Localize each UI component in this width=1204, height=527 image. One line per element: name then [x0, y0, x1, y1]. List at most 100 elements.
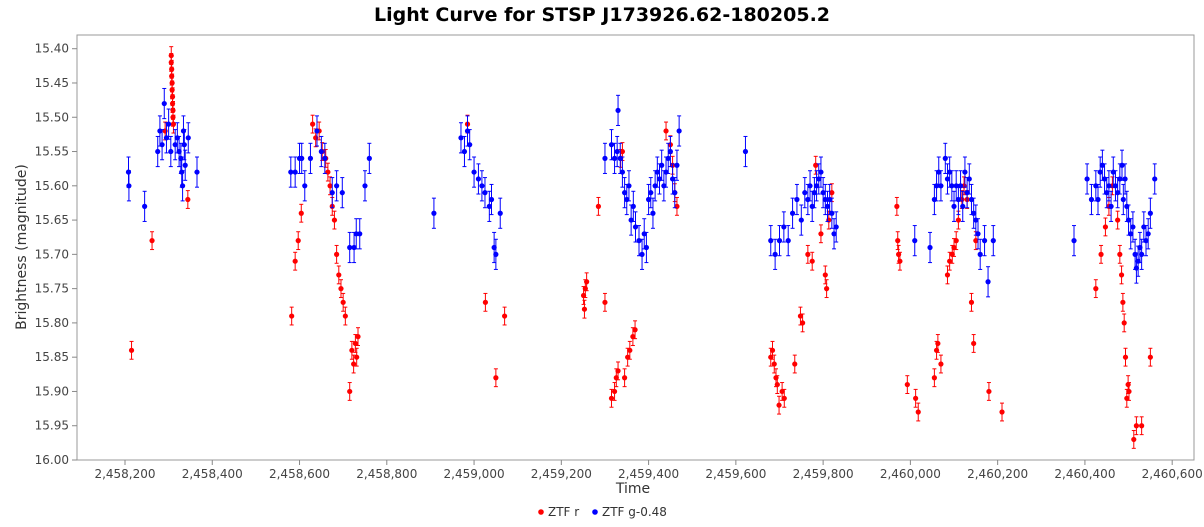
x-tick-label: 2,460,000: [880, 467, 941, 481]
data-marker: [632, 327, 638, 333]
data-point: [639, 238, 645, 270]
data-marker: [942, 155, 948, 161]
data-point: [172, 129, 178, 161]
data-point: [650, 197, 656, 229]
data-point: [645, 183, 652, 216]
data-marker: [357, 231, 363, 237]
data-point: [824, 279, 830, 299]
x-tick-label: 2,459,800: [793, 467, 854, 481]
legend-item-ztf-g[interactable]: ZTF g-0.48: [592, 505, 667, 519]
chart-title: Light Curve for STSP J173926.62-180205.2: [374, 4, 830, 26]
data-point: [1112, 170, 1119, 202]
data-marker: [347, 244, 353, 251]
data-point: [314, 115, 320, 147]
data-marker: [1093, 286, 1099, 292]
data-point: [951, 190, 957, 222]
data-marker: [630, 334, 636, 340]
data-marker: [1133, 423, 1140, 429]
data-point: [938, 170, 944, 202]
data-marker: [794, 196, 800, 203]
legend-item-ztf-r[interactable]: ZTF r: [538, 505, 579, 519]
data-point: [1121, 313, 1127, 333]
y-tick-label: 16.00: [35, 453, 69, 467]
data-marker: [774, 381, 780, 388]
data-marker: [949, 183, 955, 189]
data-point: [338, 279, 344, 299]
data-point: [1093, 279, 1099, 299]
data-marker: [776, 238, 783, 244]
data-marker: [1098, 251, 1104, 257]
data-marker: [829, 190, 835, 196]
data-point: [626, 170, 632, 202]
data-marker: [339, 190, 345, 196]
data-point: [584, 272, 590, 292]
data-marker: [776, 402, 782, 408]
data-point: [971, 334, 977, 353]
data-point: [318, 135, 324, 168]
data-point: [347, 382, 353, 401]
x-tick-label: 2,459,000: [444, 467, 505, 481]
legend[interactable]: ZTF r ZTF g-0.48: [538, 505, 667, 519]
data-marker: [608, 395, 615, 401]
data-marker: [493, 251, 499, 257]
data-marker: [126, 183, 132, 189]
data-marker: [327, 183, 333, 189]
data-point: [1147, 197, 1153, 229]
series-ztf-g: [125, 87, 1158, 298]
data-point: [897, 251, 903, 271]
data-point: [831, 218, 837, 250]
data-point: [292, 251, 298, 271]
data-marker: [781, 395, 787, 401]
data-point: [181, 129, 187, 161]
data-point: [1098, 244, 1104, 264]
y-tick-label: 15.85: [35, 350, 69, 364]
data-marker: [482, 299, 489, 305]
data-marker: [502, 313, 508, 319]
data-marker: [807, 183, 813, 189]
data-point: [674, 196, 680, 216]
data-marker: [621, 375, 628, 381]
data-point: [769, 340, 776, 360]
data-point: [986, 382, 992, 401]
data-point: [159, 129, 165, 161]
data-marker: [938, 361, 944, 367]
data-marker: [951, 244, 957, 251]
data-marker: [971, 210, 977, 216]
data-point: [126, 170, 132, 202]
data-marker: [289, 313, 295, 319]
data-point: [497, 197, 503, 229]
data-point: [366, 142, 372, 174]
data-point: [1130, 211, 1136, 243]
data-point: [975, 218, 981, 250]
data-point: [822, 265, 828, 285]
x-axis: 2,458,200 2,458,400 2,458,600 2,458,800 2,45…: [94, 460, 1203, 481]
data-marker: [362, 183, 368, 189]
data-marker: [475, 176, 482, 182]
data-point: [894, 196, 900, 216]
data-marker: [185, 196, 191, 203]
data-marker: [931, 375, 937, 381]
data-point: [913, 388, 919, 408]
data-marker: [621, 190, 628, 196]
data-point: [486, 190, 492, 222]
data-point: [334, 244, 340, 264]
x-tick-label: 2,458,800: [356, 467, 417, 481]
data-marker: [149, 238, 155, 244]
data-marker: [1088, 196, 1095, 203]
data-point: [1147, 347, 1153, 367]
data-point: [942, 142, 948, 174]
data-marker: [792, 361, 798, 367]
legend-marker: [592, 509, 598, 515]
data-marker: [975, 231, 981, 237]
data-point: [781, 388, 787, 408]
data-marker: [299, 155, 305, 161]
data-marker: [818, 231, 824, 237]
data-point: [1102, 217, 1109, 237]
data-marker: [962, 169, 968, 175]
data-point: [792, 354, 798, 374]
data-point: [818, 224, 824, 244]
data-marker: [824, 203, 831, 209]
data-marker: [179, 183, 186, 189]
data-marker: [986, 388, 992, 395]
